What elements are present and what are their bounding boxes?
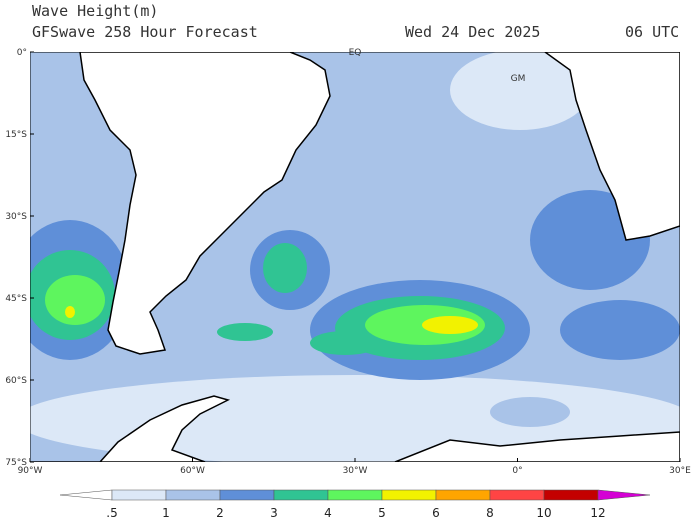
- lon-label: 30°E: [669, 466, 691, 476]
- lat-label: 30°S: [5, 212, 27, 222]
- colorbar-label: .5: [106, 506, 117, 520]
- time: 06 UTC: [625, 23, 679, 41]
- colorbar-segment: [543, 489, 599, 501]
- colorbar-segment: [273, 489, 329, 501]
- colorbar-segment: [165, 489, 221, 501]
- meridian-label: GM: [511, 74, 526, 84]
- title: Wave Height(m): [32, 2, 158, 20]
- map: [30, 52, 680, 462]
- colorbar-label: 12: [590, 506, 605, 520]
- colorbar-label: 4: [324, 506, 332, 520]
- lon-label: 60°W: [180, 466, 205, 476]
- colorbar-segment: [489, 489, 545, 501]
- colorbar-label: 2: [216, 506, 224, 520]
- colorbar-under: [59, 489, 113, 501]
- lat-label: 60°S: [5, 376, 27, 386]
- colorbar-label: 3: [270, 506, 278, 520]
- subtitle: GFSwave 258 Hour Forecast: [32, 23, 258, 41]
- colorbar-label: 10: [536, 506, 551, 520]
- colorbar-label: 5: [378, 506, 386, 520]
- colorbar-segment: [219, 489, 275, 501]
- lat-label: 45°S: [5, 294, 27, 304]
- colorbar-over: [597, 489, 651, 501]
- lon-label: 0°: [512, 466, 522, 476]
- equator-label: EQ: [349, 48, 362, 58]
- date: Wed 24 Dec 2025: [405, 23, 540, 41]
- colorbar-label: 6: [432, 506, 440, 520]
- lat-label: 75°S: [5, 458, 27, 468]
- colorbar-segment: [111, 489, 167, 501]
- colorbar-label: 8: [486, 506, 494, 520]
- lon-label: 30°W: [343, 466, 368, 476]
- lon-label: 90°W: [18, 466, 43, 476]
- colorbar-segment: [327, 489, 383, 501]
- colorbar-label: 1: [162, 506, 170, 520]
- lat-label: 15°S: [5, 130, 27, 140]
- colorbar-segment: [435, 489, 491, 501]
- colorbar-segment: [381, 489, 437, 501]
- lat-label: 0°: [17, 48, 27, 58]
